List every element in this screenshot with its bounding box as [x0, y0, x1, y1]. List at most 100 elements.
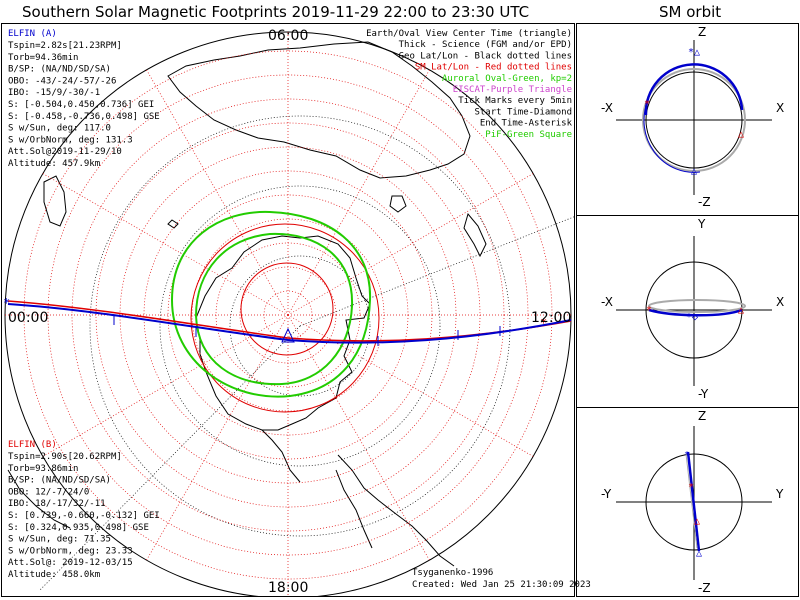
- probe-a-line: B/SP: (NA/ND/SD/SA): [8, 65, 111, 75]
- panel2-left-label: -X: [601, 295, 613, 309]
- probe-a-line: Tspin=2.82s[21.23RPM]: [8, 41, 122, 51]
- antarctic-peninsula: [261, 429, 301, 483]
- legend: Earth/Oval View Center Time (triangle)Th…: [366, 29, 572, 140]
- panel3-top-label: Z: [698, 409, 706, 423]
- orbit-b-marker-xz: *: [644, 99, 650, 110]
- orbit-b-yz: [685, 453, 698, 549]
- polar-map: * *: [3, 30, 574, 596]
- probe-b-info: ELFIN (B) Tspin=2.90s[20.62RPM] Torb=93.8…: [8, 440, 160, 580]
- probe-b-name: ELFIN (B): [8, 440, 57, 450]
- probe-a-line: S: [-0.504,0.450,0.736] GEI: [8, 100, 154, 110]
- tasmania: [389, 195, 407, 213]
- probe-b-line: IBO: 18/-17/32/-11: [8, 499, 106, 509]
- legend-item: Start Time-Diamond: [474, 107, 572, 117]
- auroral-oval-inner: [194, 232, 354, 386]
- legend-item: Tick Marks every 5min: [458, 96, 572, 106]
- probe-a-line: Torb=94.36min: [8, 53, 78, 63]
- legend-item: End Time-Asterisk: [480, 119, 573, 129]
- new-zealand: [463, 212, 487, 258]
- probe-a-info: ELFIN (A) Tspin=2.82s[21.23RPM] Torb=94.3…: [8, 29, 160, 169]
- probe-a-line: OBO: -43/-24/-57/-26: [8, 76, 116, 86]
- panel1-right-label: X: [776, 101, 784, 115]
- orbit-panel-xy: * △ *◇ Y -Y -X X: [601, 217, 784, 401]
- orbit-b-xz: [642, 68, 746, 172]
- probe-b-line: S w/Sun, deg: 71.35: [8, 535, 111, 545]
- orbit-a-start-marker-xz: *△: [688, 47, 700, 58]
- probe-b-line: S: [0.739,-0.660,-0.132] GEI: [8, 511, 160, 521]
- probe-b-line: S: [0.324,0.935,0.498] GSE: [8, 523, 149, 533]
- mlt-left: 00:00: [8, 310, 48, 326]
- probe-a-line: S w/Sun, deg: 117.0: [8, 124, 111, 134]
- sm-ring-circle: [190, 223, 380, 413]
- probe-b-line: Altitude: 458.0km: [8, 570, 100, 580]
- orbit-b-xy: [648, 299, 746, 313]
- panel3-right-label: Y: [775, 487, 784, 501]
- south-america-2: [335, 469, 373, 549]
- orbit-b-end-marker-yz: △: [694, 516, 700, 527]
- end-asterisk-b: *: [540, 316, 547, 330]
- center-time-triangle: [281, 327, 295, 343]
- legend-item: Geo Lat/Lon - Black dotted lines: [399, 51, 572, 61]
- probe-a-line: Altitude: 457.9km: [8, 159, 100, 169]
- coastlines: [7, 41, 487, 567]
- orbit-frame: [576, 23, 799, 597]
- south-america: [337, 454, 455, 567]
- tick-marks: [113, 315, 501, 346]
- madagascar: [43, 175, 67, 227]
- orbit-panel-xz: *△ △ * △ Z -Z -X X: [601, 25, 784, 209]
- panel2-right-label: X: [776, 295, 784, 309]
- legend-item: Thick - Science (FGM and/or EPD): [399, 40, 572, 50]
- auroral-oval-outer: [170, 210, 372, 398]
- sm-grid: [3, 30, 573, 596]
- probe-a-line: IBO: -15/9/-30/-1: [8, 88, 100, 98]
- legend-item: Auroral Oval-Green, kp=2: [442, 74, 572, 84]
- legend-item: Earth/Oval View Center Time (triangle): [366, 29, 572, 39]
- legend-item: SM Lat/Lon - Red dotted lines: [415, 63, 572, 73]
- created-label: Created: Wed Jan 25 21:30:09 2023: [412, 580, 591, 590]
- probe-b-line: Torb=93.86min: [8, 464, 78, 474]
- panel1-left-label: -X: [601, 101, 613, 115]
- australia: [167, 41, 471, 179]
- probe-b-line: S w/OrbNorm, deg: 23.33: [8, 546, 133, 556]
- orbit-a-end-marker-yz: △: [696, 548, 702, 559]
- model-label: Tsyganenko-1996: [412, 568, 493, 578]
- orbit-b-end-marker-xz: △: [738, 129, 744, 140]
- panel3-bottom-label: -Z: [698, 581, 711, 595]
- probe-a-line: Att.Sol@2019-11-29/10: [8, 147, 122, 157]
- panel1-bottom-label: -Z: [698, 195, 711, 209]
- mlt-top: 06:00: [268, 28, 308, 44]
- kerguelen: [167, 219, 179, 229]
- probe-a-name: ELFIN (A): [8, 29, 57, 39]
- geo-grid: [39, 115, 574, 591]
- probe-b-line: OBO: 12/-7/24/0: [8, 487, 89, 497]
- legend-item: EISCAT-Purple Triangle: [453, 85, 572, 95]
- orbit-title: SM orbit: [659, 3, 721, 21]
- orbit-a-back-xz: [643, 99, 701, 173]
- probe-b-line: Att.Sol@: 2019-12-03/15: [8, 558, 133, 568]
- mlt-right: 12:00: [531, 310, 571, 326]
- track-elfin-b: [7, 300, 572, 342]
- start-asterisk-a: *: [3, 296, 10, 310]
- panel1-top-label: Z: [698, 25, 706, 39]
- probe-a-line: S: [-0.458,-0.736,0.498] GSE: [8, 112, 160, 122]
- legend-item: PiF-Green Square: [485, 130, 572, 140]
- track-elfin-a: [7, 303, 572, 344]
- orbit-a-start-marker-yz: *: [684, 450, 690, 461]
- orbit-a-end-marker-xz: △: [691, 166, 697, 177]
- panel2-top-label: Y: [697, 217, 706, 231]
- auroral-oval: [170, 210, 372, 398]
- map-frame: [1, 23, 575, 597]
- panel3-left-label: -Y: [601, 487, 612, 501]
- orbit-b-marker-yz: *: [688, 482, 694, 493]
- antarctica-coast: [195, 235, 371, 431]
- sm-inner-circle: [240, 262, 334, 356]
- orbit-b-start-marker-xy: *: [646, 305, 652, 316]
- orbit-panel-yz: * △ * △ Z -Z -Y Y: [601, 409, 784, 595]
- mlt-bottom: 18:00: [268, 580, 308, 596]
- probe-a-line: S w/OrbNorm, deg: 131.3: [8, 135, 133, 145]
- orbit-a-arc-xz: [644, 63, 744, 116]
- orbit-b-end-marker-xy: △: [738, 305, 744, 316]
- africa-tip: [7, 469, 71, 529]
- panel2-bottom-label: -Y: [698, 387, 709, 401]
